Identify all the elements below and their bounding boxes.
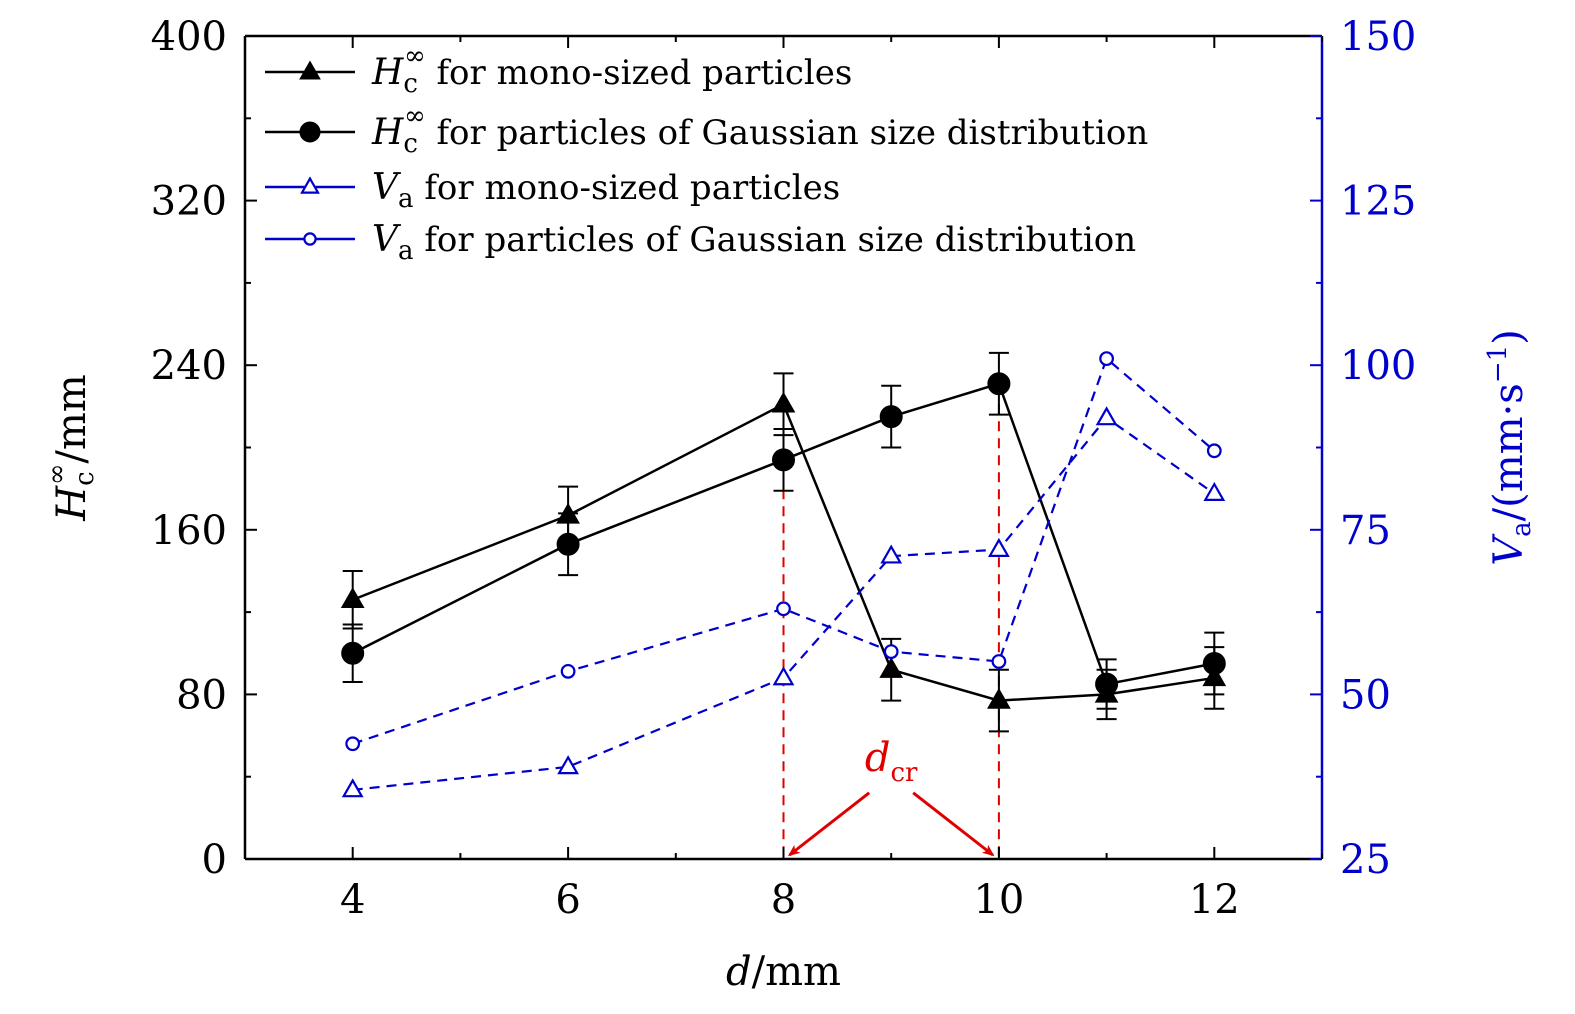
data-point xyxy=(879,405,903,429)
data-point xyxy=(341,778,364,798)
data-point xyxy=(1099,351,1114,367)
y-right-tick-label: 125 xyxy=(1340,179,1416,225)
x-tick-label: 6 xyxy=(555,877,580,923)
data-point xyxy=(771,391,796,413)
data-point xyxy=(991,654,1007,669)
data-point xyxy=(556,532,580,556)
data-point xyxy=(987,688,1011,709)
x-axis-title: d/mm xyxy=(726,949,841,995)
x-tick-label: 8 xyxy=(771,877,796,923)
critical-diameter-label: dcr xyxy=(865,735,918,788)
y-left-tick-label: 400 xyxy=(151,14,227,60)
data-point xyxy=(987,372,1011,396)
legend-label: Va for mono-sized particles xyxy=(372,167,840,214)
y-right-tick-label: 100 xyxy=(1340,343,1416,389)
y-left-tick-label: 240 xyxy=(151,343,227,389)
critical-diameter-arrow xyxy=(787,791,871,857)
y-right-axis-title: Va/(mm·s−1) xyxy=(1483,329,1537,566)
y-right-tick-label: 75 xyxy=(1340,508,1391,554)
y-left-tick-label: 0 xyxy=(202,837,227,883)
legend-marker xyxy=(299,60,321,80)
series-3 xyxy=(345,351,1222,752)
legend-marker xyxy=(300,176,320,194)
data-point xyxy=(1202,652,1226,676)
data-point xyxy=(880,544,903,564)
legend-entry-3: Va for particles of Gaussian size distri… xyxy=(265,219,1136,266)
data-point xyxy=(776,601,791,617)
data-point xyxy=(883,644,899,660)
data-point xyxy=(345,736,361,752)
legend-entry-2: Va for mono-sized particles xyxy=(265,167,840,214)
legend-label: Hc∞ for mono-sized particles xyxy=(371,41,852,99)
data-point xyxy=(1206,443,1222,459)
tick-layer: 4 6 8 10 12 0 80 160 240 320 400 25 50 75 100 125 150 xyxy=(151,14,1417,923)
x-tick-label: 4 xyxy=(340,877,365,923)
critical-diameter-annotation: dcr xyxy=(782,404,1000,859)
legend-label: Va for particles of Gaussian size distri… xyxy=(372,219,1136,266)
y-left-tick-label: 80 xyxy=(176,672,227,718)
legend-entry-1: Hc∞ for particles of Gaussian size distr… xyxy=(265,101,1148,159)
data-point xyxy=(772,448,795,472)
legend-marker xyxy=(299,121,321,143)
legend-marker xyxy=(303,232,317,246)
series-2 xyxy=(341,406,1226,798)
legend-label: Hc∞ for particles of Gaussian size distr… xyxy=(371,101,1148,159)
data-point xyxy=(341,641,365,665)
y-right-tick-label: 150 xyxy=(1340,14,1416,60)
y-left-tick-label: 160 xyxy=(151,508,227,554)
data-point xyxy=(879,657,904,678)
legend-entry-0: Hc∞ for mono-sized particles xyxy=(265,41,852,99)
data-point xyxy=(772,666,795,686)
data-point xyxy=(988,537,1010,557)
y-left-axis-title: Hc∞/mm xyxy=(42,374,100,521)
data-point xyxy=(557,755,579,775)
y-right-tick-label: 25 xyxy=(1340,837,1391,883)
data-point xyxy=(1095,672,1119,696)
x-tick-label: 12 xyxy=(1189,877,1240,923)
series-layer xyxy=(340,351,1227,798)
series-1 xyxy=(341,351,1226,710)
data-point xyxy=(340,587,365,608)
data-point xyxy=(1095,406,1118,426)
critical-diameter-arrow xyxy=(912,791,995,857)
y-left-tick-label: 320 xyxy=(151,179,227,225)
y-right-tick-label: 50 xyxy=(1340,672,1391,718)
x-tick-label: 10 xyxy=(973,877,1024,923)
axis-titles: d/mm Hc∞/mm Va/(mm·s−1) xyxy=(42,329,1537,995)
data-point xyxy=(1203,481,1226,501)
data-point xyxy=(560,663,576,679)
